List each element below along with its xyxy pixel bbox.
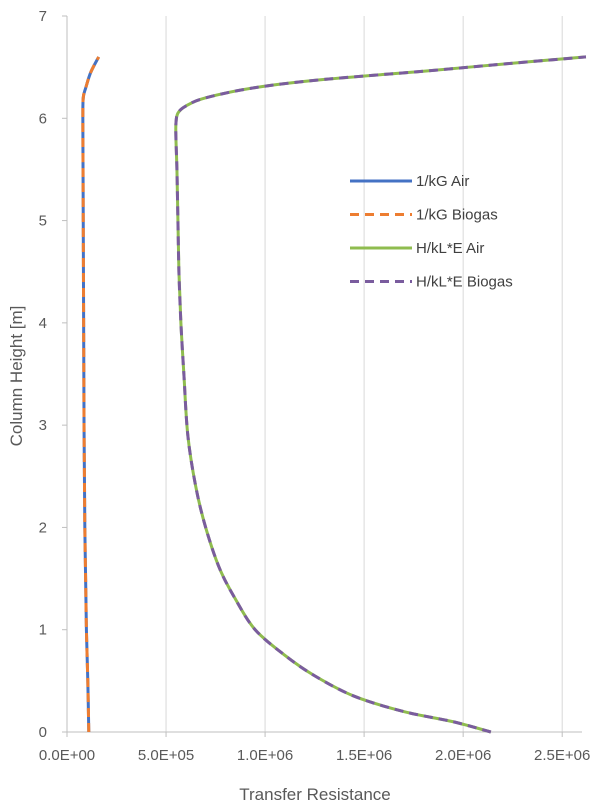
legend-label-1-kg-biogas: 1/kG Biogas [416, 207, 498, 224]
y-tick-labels: 0 1 2 3 4 5 6 7 [39, 8, 47, 741]
series-line-1-kg-biogas [81, 56, 101, 733]
y-tick-label: 6 [39, 110, 47, 127]
x-tick-label: 2.0E+06 [435, 747, 491, 764]
y-tick-label: 0 [39, 724, 47, 741]
legend-label-h-kl-e-air: H/kL*E Air [416, 240, 484, 257]
legend-label-h-kl-e-biogas: H/kL*E Biogas [416, 274, 513, 291]
y-tick-label: 7 [39, 8, 47, 25]
legend: 1/kG Air 1/kG Biogas H/kL*E Air H/kL*E Biog… [350, 173, 513, 291]
data-series [81, 55, 587, 734]
x-tick-label: 1.0E+06 [237, 747, 293, 764]
axes [62, 15, 582, 737]
y-tick-label: 5 [39, 213, 47, 230]
series-line-h-kl-e-biogas [174, 55, 587, 734]
y-tick-label: 2 [39, 519, 47, 536]
y-tick-label: 1 [39, 622, 47, 639]
y-axis-title: Column Height [m] [7, 306, 26, 447]
y-tick-label: 4 [39, 315, 47, 332]
grid-lines [165, 16, 563, 732]
x-tick-label: 5.0E+05 [138, 747, 194, 764]
x-tick-label: 1.5E+06 [336, 747, 392, 764]
x-tick-labels: 0.0E+00 5.0E+05 1.0E+06 1.5E+06 2.0E+06 2.5E+… [39, 747, 591, 764]
x-tick-label: 2.5E+06 [534, 747, 590, 764]
x-tick-label: 0.0E+00 [39, 747, 95, 764]
y-tick-label: 3 [39, 417, 47, 434]
legend-label-1-kg-air: 1/kG Air [416, 173, 469, 190]
x-axis-title: Transfer Resistance [239, 785, 390, 804]
